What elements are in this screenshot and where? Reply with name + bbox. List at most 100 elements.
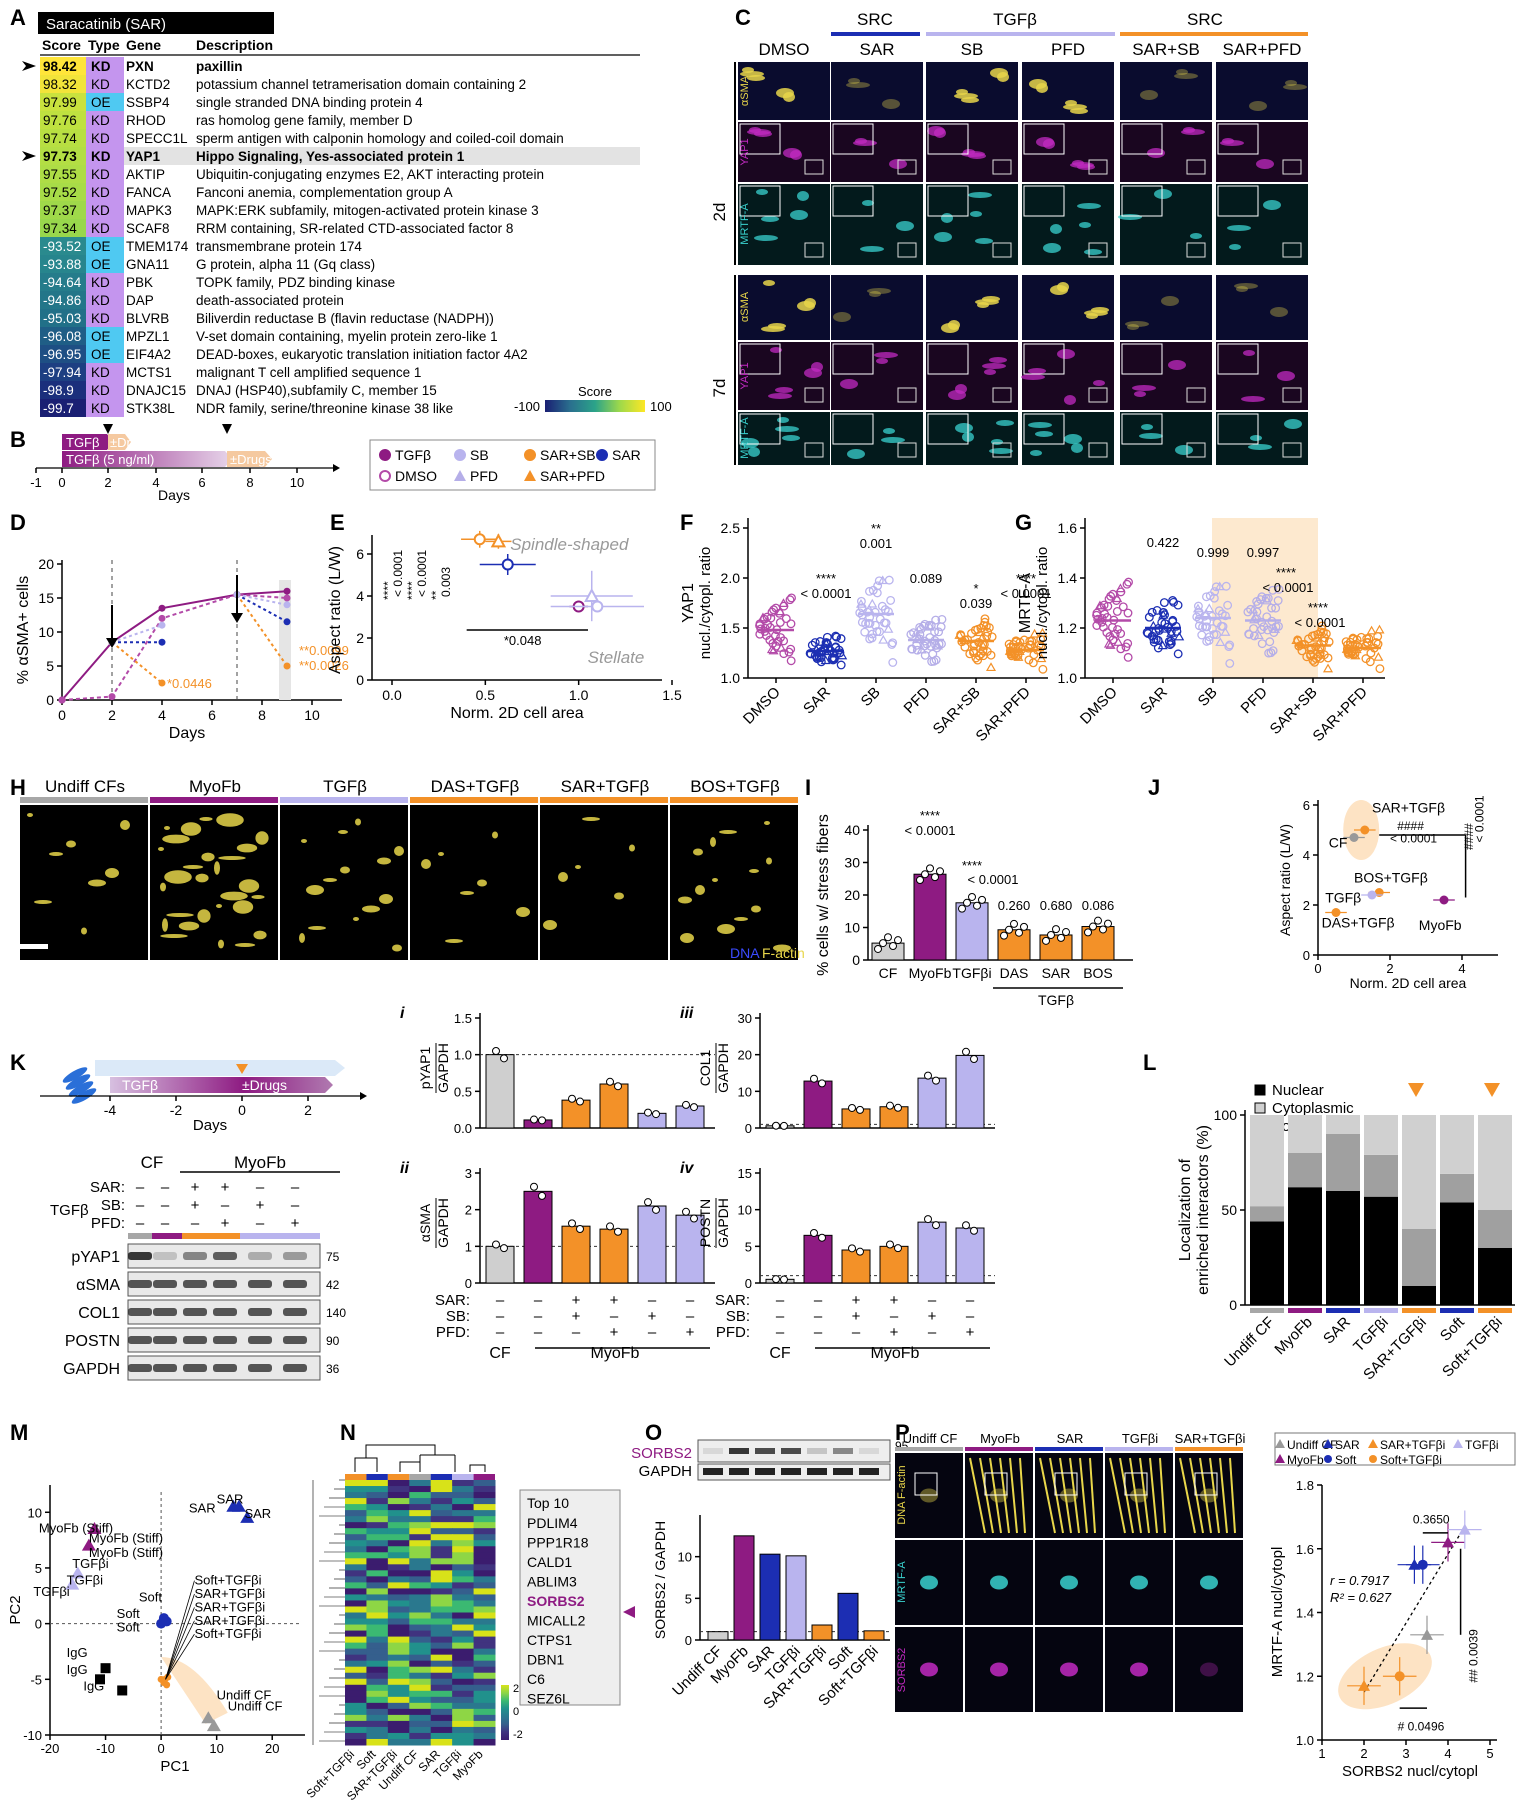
heatmap-cell (452, 1642, 475, 1650)
roi-box (1088, 387, 1108, 403)
sign: – (534, 1324, 543, 1341)
score-value: 97.99 (43, 95, 77, 110)
heatmap-cell (366, 1606, 389, 1613)
channel-label: F-actin (762, 945, 805, 961)
sign: – (496, 1324, 505, 1341)
roi-box (804, 442, 824, 458)
data-point (805, 648, 815, 658)
inset-frame (1121, 343, 1163, 375)
heatmap-cell (387, 1720, 410, 1728)
data-point (1123, 638, 1133, 648)
data-point (973, 901, 981, 910)
column-header: PFD (1051, 40, 1085, 59)
significance-stars: **** (920, 808, 940, 823)
data-point (822, 638, 832, 648)
data-point (1268, 585, 1278, 595)
cell-blob (749, 869, 759, 873)
channel-label: MRTF-A (739, 417, 751, 459)
gene-name: SEZ6L (527, 1691, 570, 1707)
inset-frame (1023, 185, 1065, 217)
roi-box (1054, 1472, 1078, 1496)
blot-label: GAPDH (63, 1361, 120, 1378)
micrograph (1175, 1627, 1243, 1712)
heatmap-cell (430, 1600, 453, 1607)
data-point (1029, 628, 1040, 638)
roi-box (992, 442, 1012, 458)
data-point (1036, 653, 1047, 663)
data-point (1047, 930, 1055, 939)
data-point (1149, 634, 1159, 644)
bar-nuclear (1402, 1286, 1436, 1305)
legend-label: Soft (1335, 1453, 1357, 1467)
category-label: SAR+PFD (1310, 684, 1371, 745)
tick-label: 40 (844, 822, 860, 838)
gene-name: MCTS1 (126, 365, 172, 380)
bar-cytoplasmic (1364, 1115, 1398, 1155)
data-point (1123, 608, 1133, 618)
data-point (770, 631, 780, 641)
significance-stars: ** (871, 521, 881, 536)
subpanel-label: ii (400, 1160, 409, 1177)
inset-frame (739, 343, 781, 375)
data-point (1042, 936, 1050, 945)
blot-band (153, 1252, 177, 1260)
heatmap-cell (387, 1678, 410, 1686)
score-cell (40, 291, 86, 309)
category-label: PFD (901, 684, 934, 717)
nucleus-blob (1060, 1662, 1078, 1677)
micrograph (1120, 62, 1212, 120)
sign: + (191, 1197, 200, 1214)
data-point (1106, 591, 1116, 601)
data-point (568, 1219, 576, 1228)
heatmap-cell (473, 1552, 496, 1559)
timeline-label: TGFβ (122, 1077, 158, 1093)
cell-blob (394, 846, 404, 856)
sign: – (534, 1308, 543, 1325)
data-point (1439, 895, 1449, 905)
axis-label: PC1 (160, 1758, 189, 1775)
data-point (1375, 664, 1385, 674)
data-point (1019, 635, 1029, 645)
micrograph (1216, 275, 1308, 340)
heatmap-cell (430, 1570, 453, 1577)
data-point (568, 1094, 576, 1103)
cell-blob (1132, 385, 1156, 391)
data-point (916, 624, 926, 634)
gene-description: transmembrane protein 174 (196, 239, 362, 254)
data-point (1306, 649, 1316, 659)
arrowhead-icon (222, 424, 232, 434)
tick-label: 0.0 (382, 687, 402, 703)
data-point (1257, 639, 1267, 649)
heatmap-cell (409, 1612, 432, 1620)
group-bar (152, 1233, 182, 1239)
data-point (606, 1222, 614, 1231)
blot-band (781, 1448, 801, 1454)
blot-band (807, 1448, 827, 1454)
heatmap-cell (430, 1588, 453, 1595)
roi-box (1088, 442, 1108, 458)
sign: – (221, 1197, 230, 1214)
heatmap-cell (473, 1726, 496, 1734)
data-point (969, 646, 979, 656)
category-label: DMSO (740, 684, 784, 728)
point-label: TGFβi (33, 1584, 69, 1599)
inset-frame (927, 343, 969, 375)
legend-marker (596, 449, 608, 461)
arrow-icon (333, 464, 340, 472)
heatmap-cell (409, 1516, 432, 1523)
nucleus-blob (1200, 1662, 1218, 1677)
bar (879, 1245, 909, 1284)
heatmap-cell (452, 1576, 475, 1583)
sign: – (814, 1292, 823, 1309)
data-point (100, 1663, 111, 1674)
sign: – (928, 1324, 937, 1341)
group-header: SRC (857, 10, 893, 29)
cell-blob (1249, 101, 1267, 111)
heatmap-cell (452, 1594, 475, 1601)
heatmap-cell (409, 1492, 432, 1499)
cell-blob (1277, 371, 1295, 381)
group-bar (182, 1233, 240, 1239)
tick-label: 5 (745, 1239, 752, 1254)
heatmap-cell (452, 1606, 475, 1613)
data-point (867, 598, 878, 608)
